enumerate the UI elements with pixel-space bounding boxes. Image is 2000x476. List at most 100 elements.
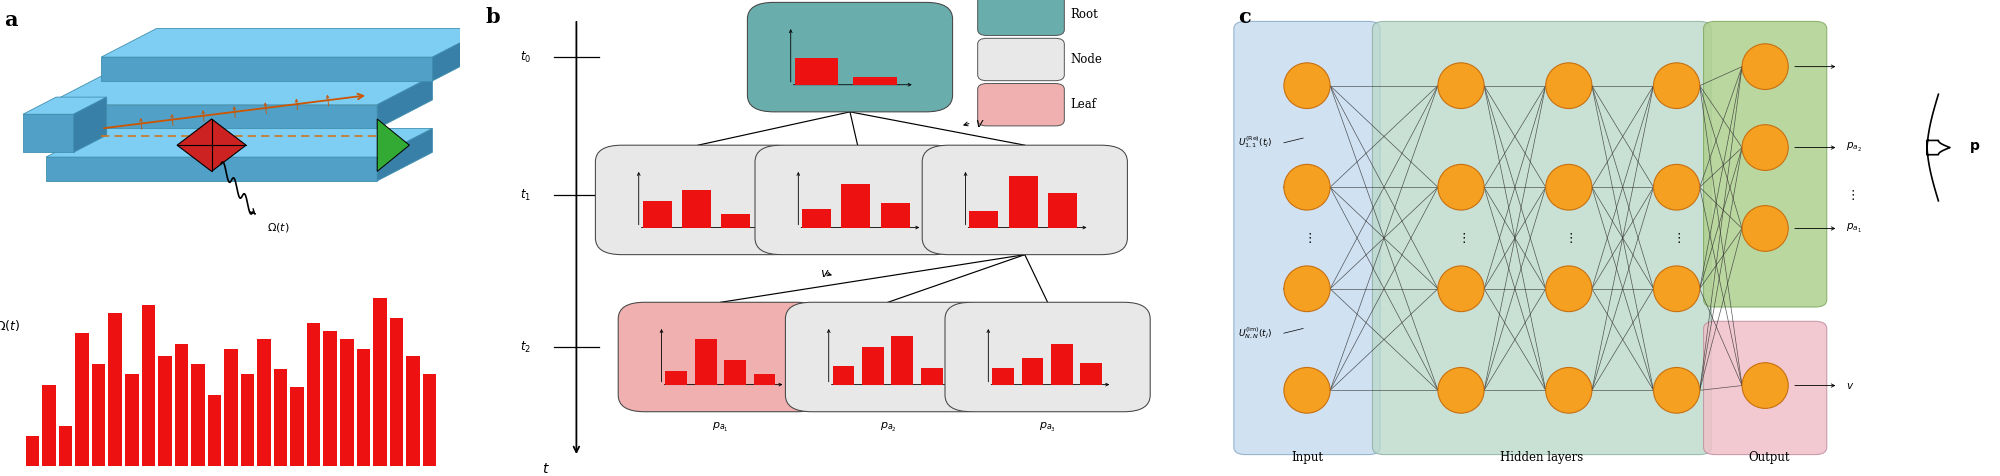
Bar (240, 374, 254, 466)
FancyBboxPatch shape (786, 302, 990, 412)
Polygon shape (74, 97, 106, 152)
Polygon shape (378, 119, 410, 171)
Bar (42, 385, 56, 466)
Bar (1048, 193, 1076, 228)
Polygon shape (24, 97, 106, 114)
Ellipse shape (1438, 63, 1484, 109)
Text: $p_{a_1}$: $p_{a_1}$ (1846, 222, 1862, 235)
Bar (1008, 177, 1038, 228)
Bar (892, 336, 914, 385)
FancyBboxPatch shape (978, 39, 1064, 81)
Bar (694, 339, 716, 385)
Bar (158, 357, 172, 466)
Bar (722, 214, 750, 228)
FancyBboxPatch shape (1234, 21, 1380, 455)
Polygon shape (378, 129, 432, 181)
Text: $\vdots$: $\vdots$ (1564, 231, 1574, 245)
Ellipse shape (1546, 266, 1592, 312)
Text: $t_0$: $t_0$ (520, 50, 530, 65)
Bar (862, 347, 884, 385)
Bar (880, 203, 910, 228)
Text: Root: Root (1070, 8, 1098, 21)
Ellipse shape (1546, 63, 1592, 109)
Bar (208, 395, 222, 466)
Text: a: a (4, 10, 18, 30)
Polygon shape (102, 29, 488, 57)
Polygon shape (378, 76, 432, 129)
Bar (1052, 344, 1072, 385)
FancyBboxPatch shape (978, 84, 1064, 126)
Text: $p_{a_1}$: $p_{a_1}$ (712, 421, 730, 434)
Ellipse shape (1438, 164, 1484, 210)
Text: Input: Input (1292, 451, 1324, 464)
Text: $U_{1,1}^{(\rm Re)}(t_j)$: $U_{1,1}^{(\rm Re)}(t_j)$ (1238, 135, 1272, 150)
Text: $p_{a_2}$: $p_{a_2}$ (1846, 141, 1862, 154)
Text: $p_{a_2}$: $p_{a_2}$ (880, 421, 896, 434)
Text: $\vdots$: $\vdots$ (1846, 188, 1854, 202)
Bar (76, 333, 88, 466)
FancyBboxPatch shape (1372, 21, 1712, 455)
FancyBboxPatch shape (1704, 21, 1826, 307)
Bar (422, 374, 436, 466)
Text: Leaf: Leaf (1070, 98, 1096, 111)
Bar (374, 298, 386, 466)
Text: Node: Node (1070, 53, 1102, 66)
Text: $v$: $v$ (820, 267, 830, 280)
Polygon shape (24, 114, 74, 152)
Bar (754, 374, 776, 385)
Bar (682, 190, 710, 228)
Ellipse shape (1546, 367, 1592, 413)
Bar (794, 58, 838, 85)
Bar (854, 77, 898, 85)
Ellipse shape (1438, 266, 1484, 312)
Bar (920, 368, 942, 385)
Ellipse shape (1654, 63, 1700, 109)
Text: $t_1$: $t_1$ (520, 188, 530, 203)
Text: $\vdots$: $\vdots$ (1672, 231, 1682, 245)
Text: $\Omega(t)$: $\Omega(t)$ (266, 221, 290, 234)
Text: $v$: $v$ (1846, 380, 1854, 391)
Bar (1022, 358, 1044, 385)
Text: c: c (1238, 7, 1250, 27)
Text: Output: Output (1748, 451, 1790, 464)
Bar (26, 436, 40, 466)
Text: Hidden layers: Hidden layers (1500, 451, 1584, 464)
Ellipse shape (1438, 367, 1484, 413)
Bar (274, 369, 288, 466)
Text: $\vdots$: $\vdots$ (1302, 231, 1312, 245)
Bar (324, 331, 338, 466)
Bar (108, 313, 122, 466)
Bar (992, 368, 1014, 385)
Ellipse shape (1742, 206, 1788, 251)
Bar (58, 426, 72, 466)
Bar (802, 208, 832, 228)
Bar (1080, 363, 1102, 385)
Bar (340, 338, 354, 466)
FancyBboxPatch shape (596, 145, 800, 255)
Ellipse shape (1654, 266, 1700, 312)
Text: $\vdots$: $\vdots$ (1456, 231, 1466, 245)
Ellipse shape (1284, 63, 1330, 109)
Polygon shape (46, 105, 378, 129)
Ellipse shape (1284, 367, 1330, 413)
Polygon shape (46, 157, 378, 181)
Polygon shape (178, 119, 246, 171)
Bar (666, 371, 688, 385)
Bar (224, 349, 238, 466)
FancyBboxPatch shape (1704, 321, 1826, 455)
Ellipse shape (1654, 367, 1700, 413)
Text: $\mathbf{p}$: $\mathbf{p}$ (1970, 140, 1980, 155)
Polygon shape (432, 29, 488, 81)
Text: $v$: $v$ (976, 117, 984, 130)
Bar (174, 344, 188, 466)
Text: $t$: $t$ (542, 462, 550, 476)
Bar (306, 323, 320, 466)
FancyBboxPatch shape (618, 302, 824, 412)
Polygon shape (46, 76, 432, 105)
Bar (842, 185, 870, 228)
FancyBboxPatch shape (922, 145, 1128, 255)
Text: $U_{N,N}^{(\rm Im)}(t_j)$: $U_{N,N}^{(\rm Im)}(t_j)$ (1238, 326, 1272, 341)
Bar (92, 364, 106, 466)
FancyBboxPatch shape (946, 302, 1150, 412)
Ellipse shape (1284, 164, 1330, 210)
